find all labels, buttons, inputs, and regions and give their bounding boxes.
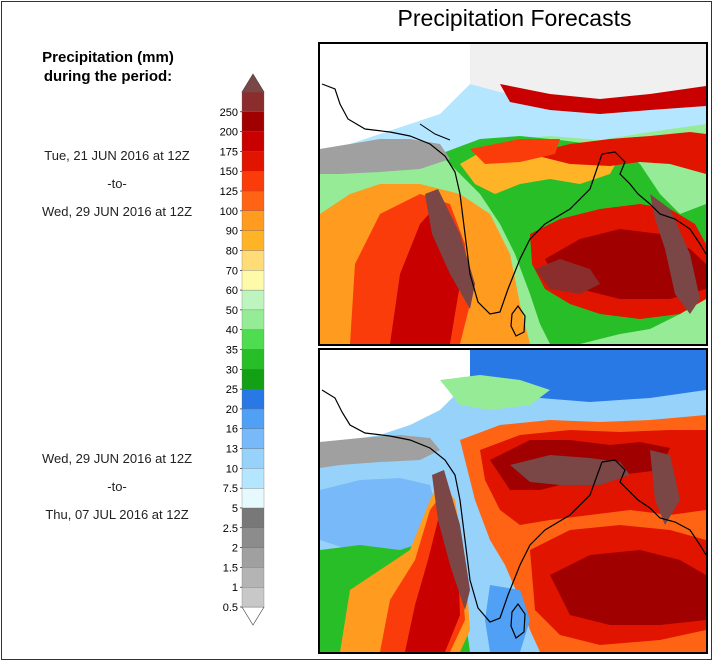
- colorbar-bin: [241, 388, 265, 410]
- colorbar-bin: [241, 210, 265, 231]
- colorbar-bin: [241, 488, 265, 509]
- period-1-end: Wed, 29 JUN 2016 at 12Z: [41, 204, 193, 219]
- colorbar-tick-label: 40: [226, 325, 238, 337]
- colorbar-tick-label: 35: [226, 345, 238, 357]
- colorbar-bin: [241, 547, 265, 568]
- precipitation-colorbar: 0.5 1 1.5 2 2.5 5 7.5 10 13 16 20 25 30 35 40 50 60 70 80 9…: [220, 73, 265, 626]
- colorbar-bin: [241, 527, 265, 548]
- colorbar-bin: [241, 190, 265, 211]
- period-1-start: Tue, 21 JUN 2016 at 12Z: [44, 148, 190, 163]
- colorbar-bin: [241, 329, 265, 350]
- colorbar-tick-label: 50: [226, 305, 238, 317]
- colorbar-tick-label: 10: [226, 463, 238, 475]
- colorbar-bin: [241, 448, 265, 469]
- colorbar-bin: [241, 151, 265, 172]
- colorbar-bin: [241, 111, 265, 132]
- period-2-end: Thu, 07 JUL 2016 at 12Z: [45, 507, 189, 522]
- colorbar-bin: [241, 408, 265, 429]
- colorbar-tick-label: 250: [220, 107, 238, 119]
- colorbar-tick-label: 2.5: [223, 523, 238, 535]
- legend-title-line1: Precipitation (mm): [42, 49, 174, 66]
- colorbar-bin: [241, 369, 265, 390]
- colorbar-bin: [241, 91, 265, 112]
- colorbar-tick-label: 70: [226, 265, 238, 277]
- colorbar-tick-label: 0.5: [223, 602, 238, 614]
- forecast-map-period-2: [318, 348, 708, 654]
- legend-title-line2: during the period:: [43, 68, 173, 85]
- period-2-separator: -to-: [107, 479, 127, 494]
- colorbar-under-triangle: [241, 606, 265, 626]
- colorbar-bin: [241, 289, 265, 311]
- colorbar-tick-label: 100: [220, 206, 238, 218]
- figure-title: Precipitation Forecasts: [397, 5, 632, 31]
- colorbar-tick-label: 90: [226, 226, 238, 238]
- colorbar-bin: [241, 587, 265, 608]
- period-1-separator: -to-: [107, 176, 127, 191]
- colorbar-tick-label: 80: [226, 245, 238, 257]
- forecast-map-period-1: [318, 42, 708, 346]
- colorbar-tick-label: 13: [226, 444, 238, 456]
- colorbar-tick-label: 60: [226, 285, 238, 297]
- colorbar-bin: [241, 131, 265, 152]
- colorbar-tick-label: 1.5: [223, 562, 238, 574]
- legend-title: Precipitation (mm) during the period:: [10, 48, 206, 86]
- colorbar-tick-label: 175: [220, 146, 238, 158]
- colorbar-bin: [241, 270, 265, 291]
- colorbar-over-triangle: [241, 73, 265, 93]
- colorbar-bin: [241, 171, 265, 192]
- colorbar-tick-label: 20: [226, 404, 238, 416]
- colorbar-tick-label: 16: [226, 424, 238, 436]
- colorbar-tick-label: 200: [220, 127, 238, 139]
- colorbar-tick-label: 25: [226, 384, 238, 396]
- colorbar-bin: [241, 250, 265, 271]
- period-2-start: Wed, 29 JUN 2016 at 12Z: [41, 451, 193, 466]
- colorbar-tick-label: 1: [232, 582, 238, 594]
- colorbar-tick-label: 2: [232, 543, 238, 555]
- colorbar-bin: [241, 309, 265, 330]
- colorbar-bin: [241, 230, 265, 251]
- colorbar-tick-label: 150: [220, 166, 238, 178]
- colorbar-tick-label: 30: [226, 364, 238, 376]
- colorbar-bin: [241, 468, 265, 489]
- colorbar-bin: [241, 428, 265, 449]
- colorbar-bin: [241, 567, 265, 588]
- colorbar-tick-label: 5: [232, 503, 238, 515]
- colorbar-bin: [241, 507, 265, 528]
- colorbar-bin: [241, 349, 265, 370]
- colorbar-tick-label: 125: [220, 186, 238, 198]
- colorbar-tick-label: 7.5: [223, 483, 238, 495]
